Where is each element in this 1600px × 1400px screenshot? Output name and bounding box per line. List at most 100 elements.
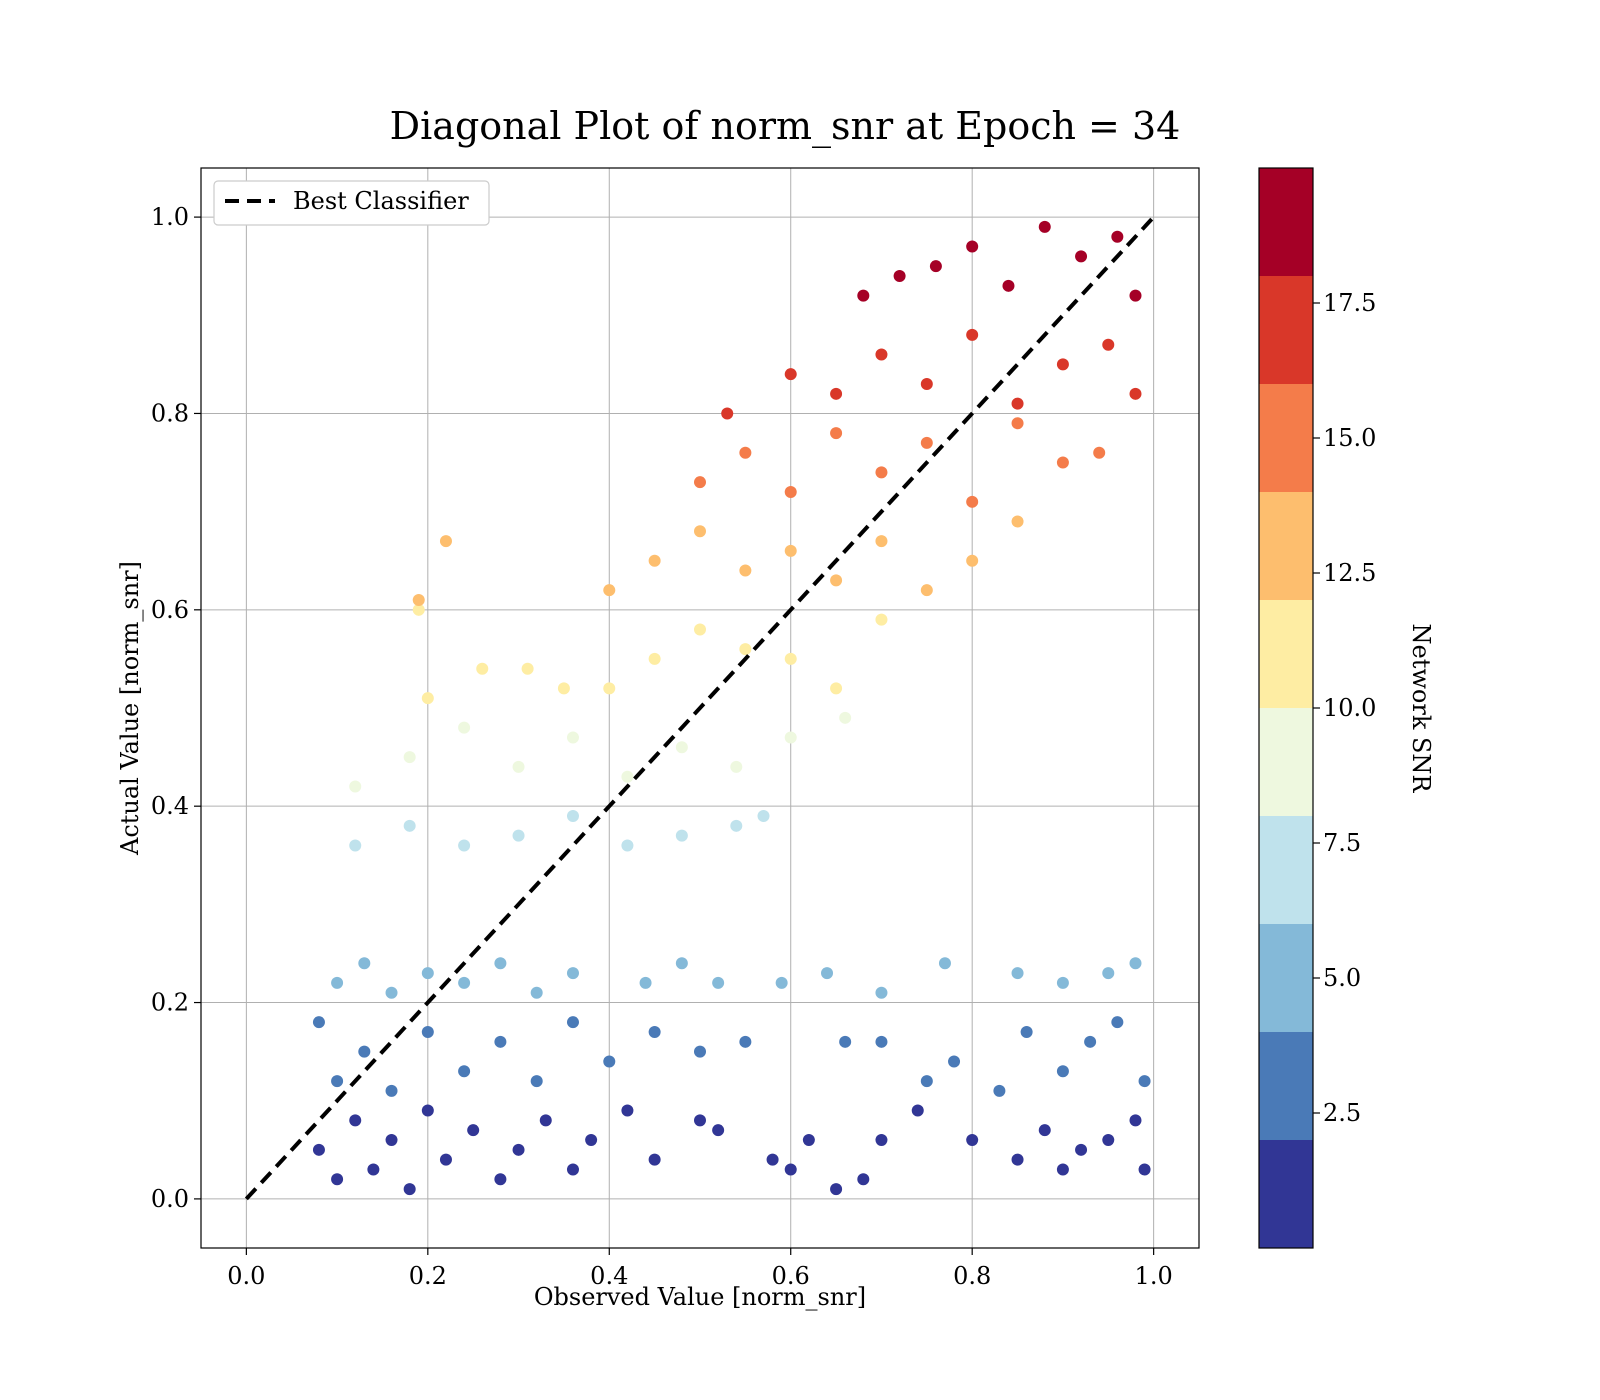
colorbar-segment bbox=[1259, 924, 1313, 1032]
scatter-point bbox=[1129, 387, 1142, 400]
legend-box bbox=[213, 180, 490, 226]
y-tick-label: 0.4 bbox=[151, 792, 189, 820]
scatter-point bbox=[539, 1114, 552, 1127]
scatter-point bbox=[512, 829, 525, 842]
scatter-point bbox=[566, 810, 579, 822]
scatter-point bbox=[312, 1016, 325, 1029]
scatter-point bbox=[1002, 279, 1015, 292]
scatter-point bbox=[929, 260, 942, 273]
scatter-point bbox=[739, 1035, 752, 1048]
scatter-point bbox=[1056, 976, 1069, 989]
x-tick-label: 0.0 bbox=[227, 1262, 265, 1290]
x-tick-label: 1.0 bbox=[1135, 1262, 1173, 1290]
scatter-point bbox=[739, 643, 752, 656]
scatter-point bbox=[494, 1035, 507, 1048]
scatter-point bbox=[458, 721, 471, 734]
x-tick-label: 0.2 bbox=[409, 1262, 447, 1290]
scatter-point bbox=[621, 770, 634, 783]
scatter-point bbox=[585, 1134, 598, 1146]
scatter-point bbox=[1075, 1143, 1088, 1156]
scatter-point bbox=[467, 1124, 480, 1137]
scatter-point bbox=[694, 623, 706, 636]
scatter-point bbox=[920, 1075, 933, 1088]
colorbar-segment bbox=[1259, 492, 1313, 600]
y-tick-label: 1.0 bbox=[151, 203, 189, 231]
scatter-point bbox=[621, 839, 634, 852]
scatter-point bbox=[784, 731, 797, 744]
scatter-point bbox=[784, 1163, 797, 1176]
scatter-point bbox=[566, 1163, 579, 1176]
scatter-point bbox=[875, 535, 888, 548]
scatter-point bbox=[358, 957, 371, 970]
scatter-point bbox=[1129, 957, 1142, 970]
scatter-point bbox=[458, 839, 471, 852]
scatter-point bbox=[385, 1084, 398, 1097]
legend: Best Classifier bbox=[213, 180, 490, 226]
scatter-point bbox=[1011, 967, 1024, 980]
scatter-point bbox=[857, 289, 870, 302]
colorbar-tick-label: 5.0 bbox=[1323, 964, 1361, 992]
scatter-point bbox=[784, 652, 797, 665]
scatter-point bbox=[648, 1153, 661, 1166]
scatter-point bbox=[358, 1045, 371, 1058]
scatter-point bbox=[1011, 397, 1024, 410]
x-tick-label: 0.4 bbox=[590, 1262, 628, 1290]
x-axis-ticks: 0.0 0.2 0.4 0.6 0.8 1.0 bbox=[227, 1248, 1173, 1290]
colorbar-segment bbox=[1259, 816, 1313, 924]
scatter-point bbox=[530, 986, 543, 999]
scatter-point bbox=[757, 810, 770, 822]
scatter-point bbox=[1084, 1035, 1097, 1048]
plot-frame bbox=[200, 167, 1200, 1249]
colorbar-tick-label: 17.5 bbox=[1323, 289, 1376, 317]
scatter-point bbox=[512, 1143, 525, 1156]
scatter-point bbox=[1056, 358, 1069, 371]
scatter-point bbox=[1038, 220, 1051, 233]
scatter-point bbox=[648, 1026, 661, 1038]
scatter-point bbox=[403, 819, 416, 832]
scatter-point bbox=[331, 1075, 344, 1088]
scatter-point bbox=[694, 525, 706, 538]
scatter-point bbox=[920, 378, 933, 390]
scatter-point bbox=[566, 967, 579, 980]
scatter-point bbox=[648, 554, 661, 567]
colorbar-segment bbox=[1259, 384, 1313, 492]
y-axis-ticks: 0.0 0.2 0.4 0.6 0.8 1.0 bbox=[151, 203, 201, 1213]
scatter-point bbox=[766, 1153, 779, 1166]
x-gridlines bbox=[245, 168, 1155, 1248]
colorbar-segment bbox=[1259, 708, 1313, 816]
scatter-point bbox=[784, 544, 797, 557]
scatter-point bbox=[830, 387, 843, 400]
scatter-point bbox=[403, 1183, 416, 1196]
scatter-point bbox=[875, 348, 888, 361]
scatter-point bbox=[694, 1114, 706, 1127]
scatter-point bbox=[494, 957, 507, 970]
scatter-point bbox=[1129, 1114, 1142, 1127]
x-tick-label: 0.8 bbox=[953, 1262, 991, 1290]
scatter-point bbox=[421, 1026, 434, 1038]
scatter-point bbox=[1075, 250, 1088, 263]
best-classifier-line bbox=[244, 215, 1156, 1201]
scatter-point bbox=[948, 1055, 961, 1068]
scatter-point bbox=[920, 436, 933, 449]
scatter-point bbox=[1056, 1065, 1069, 1078]
scatter-point bbox=[675, 741, 688, 754]
scatter-point bbox=[784, 486, 797, 498]
scatter-point bbox=[639, 976, 652, 989]
chart-title: Diagonal Plot of norm_snr at Epoch = 34 bbox=[390, 104, 1181, 149]
scatter-point bbox=[458, 1065, 471, 1078]
scatter-point bbox=[603, 584, 616, 597]
scatter-point bbox=[349, 780, 362, 793]
scatter-point bbox=[367, 1163, 380, 1176]
x-tick-label: 0.6 bbox=[772, 1262, 810, 1290]
scatter-point bbox=[893, 270, 906, 282]
colorbar-ticks: 2.5 5.0 7.5 10.0 12.5 15.0 17.5 bbox=[1313, 289, 1376, 1127]
scatter-point bbox=[1138, 1075, 1151, 1088]
scatter-point bbox=[1011, 417, 1024, 430]
scatter-point bbox=[421, 1104, 434, 1117]
scatter-point bbox=[784, 368, 797, 381]
colorbar-segment bbox=[1259, 168, 1313, 276]
colorbar-tick-label: 15.0 bbox=[1323, 424, 1376, 452]
scatter-point bbox=[1102, 338, 1115, 351]
scatter-point bbox=[1138, 1163, 1151, 1176]
scatter-point bbox=[603, 1055, 616, 1068]
